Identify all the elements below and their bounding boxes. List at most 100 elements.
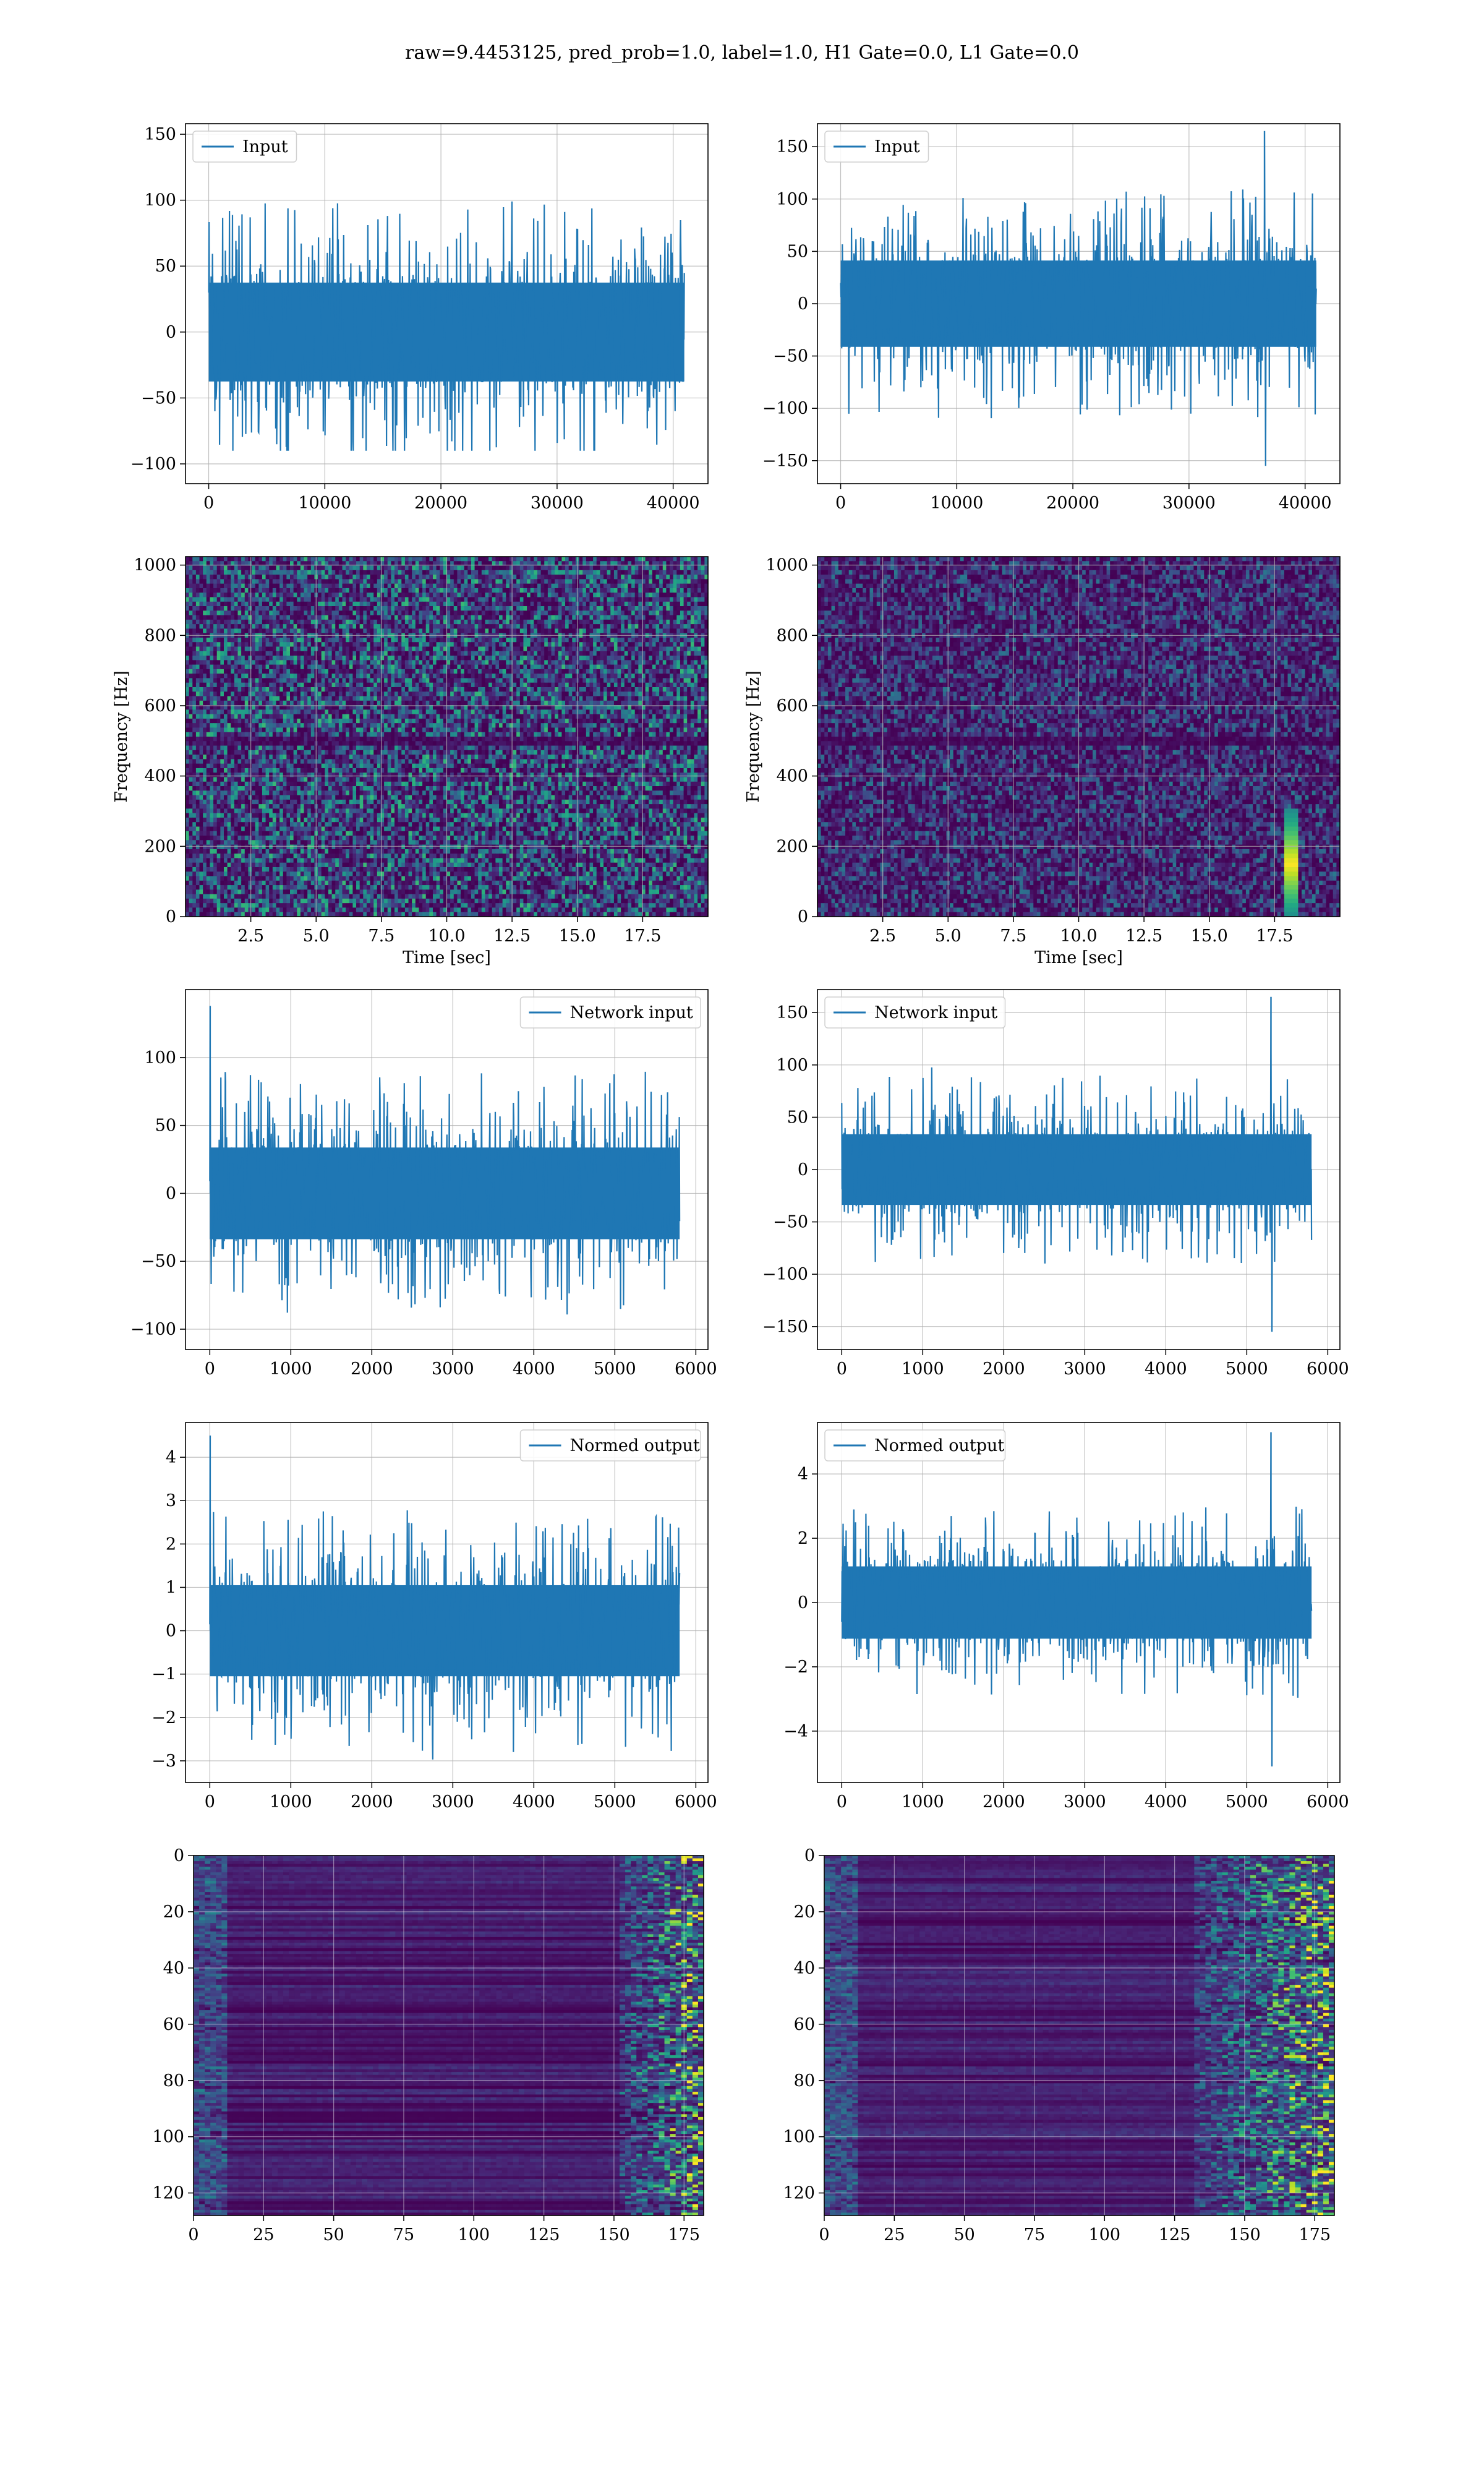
heat-cell — [586, 624, 590, 629]
heat-cell — [464, 638, 468, 643]
heat-cell — [269, 620, 273, 625]
heat-cell — [255, 593, 259, 597]
heat-cell — [475, 566, 479, 571]
heat-cell — [631, 584, 635, 589]
heat-cell — [680, 557, 684, 562]
heat-cell — [548, 566, 552, 571]
heat-cell — [349, 638, 353, 643]
heat-cell — [492, 624, 496, 629]
heat-cell — [318, 566, 322, 571]
heat-cell — [467, 638, 471, 643]
heat-cell — [200, 624, 203, 629]
heat-cell — [433, 593, 437, 597]
heat-cell — [196, 642, 200, 647]
heat-cell — [544, 579, 548, 584]
heat-cell — [416, 624, 419, 629]
heat-cell — [652, 628, 656, 633]
heat-cell — [670, 628, 673, 633]
heat-cell — [332, 566, 336, 571]
heat-cell — [582, 588, 586, 593]
heat-cell — [279, 656, 283, 661]
heat-cell — [388, 610, 391, 615]
heat-cell — [499, 642, 503, 647]
heat-cell — [433, 642, 437, 647]
heat-cell — [343, 606, 346, 611]
heat-cell — [663, 606, 667, 611]
heat-cell — [597, 615, 600, 620]
heat-cell — [360, 584, 364, 589]
heat-cell — [307, 628, 311, 633]
heat-cell — [301, 606, 304, 611]
heat-cell — [437, 593, 440, 597]
heat-cell — [600, 579, 603, 584]
heat-cell — [311, 647, 315, 652]
heat-cell — [255, 606, 259, 611]
heat-cell — [610, 570, 614, 575]
heat-cell — [363, 628, 367, 633]
heat-cell — [631, 593, 635, 597]
heat-cell — [552, 557, 555, 562]
heat-cell — [210, 620, 213, 625]
heat-cell — [475, 647, 479, 652]
heat-cell — [579, 628, 583, 633]
heat-cell — [409, 584, 412, 589]
heat-cell — [450, 615, 454, 620]
heat-cell — [186, 579, 189, 584]
heat-cell — [255, 651, 259, 656]
heat-cell — [346, 597, 349, 602]
heat-cell — [544, 647, 548, 652]
heat-cell — [471, 620, 475, 625]
heat-cell — [572, 597, 576, 602]
heat-cell — [318, 628, 322, 633]
heat-cell — [537, 588, 541, 593]
heat-cell — [663, 620, 667, 625]
heat-cell — [510, 602, 513, 607]
heat-cell — [301, 588, 304, 593]
heat-cell — [373, 588, 377, 593]
heat-cell — [370, 620, 374, 625]
heat-cell — [582, 624, 586, 629]
heat-cell — [531, 642, 534, 647]
heat-cell — [332, 610, 336, 615]
heat-cell — [273, 566, 276, 571]
heat-cell — [401, 656, 405, 661]
heat-cell — [286, 642, 290, 647]
heat-cell — [569, 606, 573, 611]
heat-cell — [203, 628, 207, 633]
heat-cell — [593, 656, 597, 661]
heat-cell — [401, 570, 405, 575]
heat-cell — [471, 642, 475, 647]
heat-cell — [349, 597, 353, 602]
heat-cell — [332, 624, 336, 629]
heat-cell — [656, 606, 660, 611]
heat-cell — [701, 593, 705, 597]
heat-cell — [279, 557, 283, 562]
heat-cell — [398, 584, 402, 589]
heat-cell — [495, 624, 499, 629]
heat-cell — [356, 656, 360, 661]
heat-cell — [684, 570, 688, 575]
heat-cell — [279, 575, 283, 580]
heat-cell — [520, 557, 524, 562]
heat-cell — [499, 579, 503, 584]
heat-cell — [558, 579, 562, 584]
heat-cell — [252, 597, 255, 602]
heat-cell — [523, 570, 527, 575]
heat-cell — [513, 575, 517, 580]
heat-cell — [569, 566, 573, 571]
heat-cell — [276, 588, 279, 593]
heat-cell — [412, 656, 416, 661]
heat-cell — [478, 610, 482, 615]
heat-cell — [471, 570, 475, 575]
heat-cell — [680, 610, 684, 615]
heat-cell — [412, 597, 416, 602]
heat-cell — [297, 557, 301, 562]
heat-cell — [373, 615, 377, 620]
heat-cell — [224, 588, 228, 593]
heat-cell — [447, 566, 451, 571]
heat-cell — [346, 642, 349, 647]
heat-cell — [388, 651, 391, 656]
heat-cell — [203, 651, 207, 656]
heat-cell — [437, 579, 440, 584]
heat-cell — [565, 610, 569, 615]
